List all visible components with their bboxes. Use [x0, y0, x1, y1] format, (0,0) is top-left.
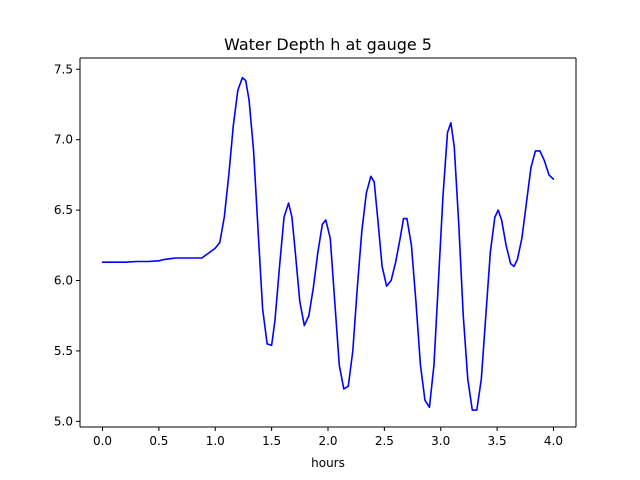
x-tick-label: 1.5	[262, 434, 281, 448]
x-tick-label: 1.0	[206, 434, 225, 448]
chart-title: Water Depth h at gauge 5	[224, 35, 432, 54]
y-tick-label: 7.5	[54, 62, 73, 76]
series-line-0	[101, 76, 555, 411]
x-tick-label: 4.0	[544, 434, 563, 448]
x-axis-label: hours	[311, 456, 345, 470]
x-tick-label: 3.0	[431, 434, 450, 448]
x-tick-label: 0.0	[93, 434, 112, 448]
y-tick-label: 5.0	[54, 414, 73, 428]
x-tick-label: 3.5	[488, 434, 507, 448]
x-tick-label: 2.0	[318, 434, 337, 448]
x-axis-ticks: 0.0 0.5 1.0 1.5 2.0 2.5 3.0 3.5 4.0	[93, 427, 563, 448]
y-tick-label: 5.5	[54, 344, 73, 358]
y-axis-ticks: 5.0 5.5 6.0 6.5 7.0 7.5	[54, 62, 80, 428]
x-tick-label: 2.5	[375, 434, 394, 448]
x-tick-label: 0.5	[149, 434, 168, 448]
y-tick-label: 6.5	[54, 203, 73, 217]
y-tick-label: 6.0	[54, 274, 73, 288]
y-tick-label: 7.0	[54, 133, 73, 147]
plot-area	[79, 57, 577, 428]
